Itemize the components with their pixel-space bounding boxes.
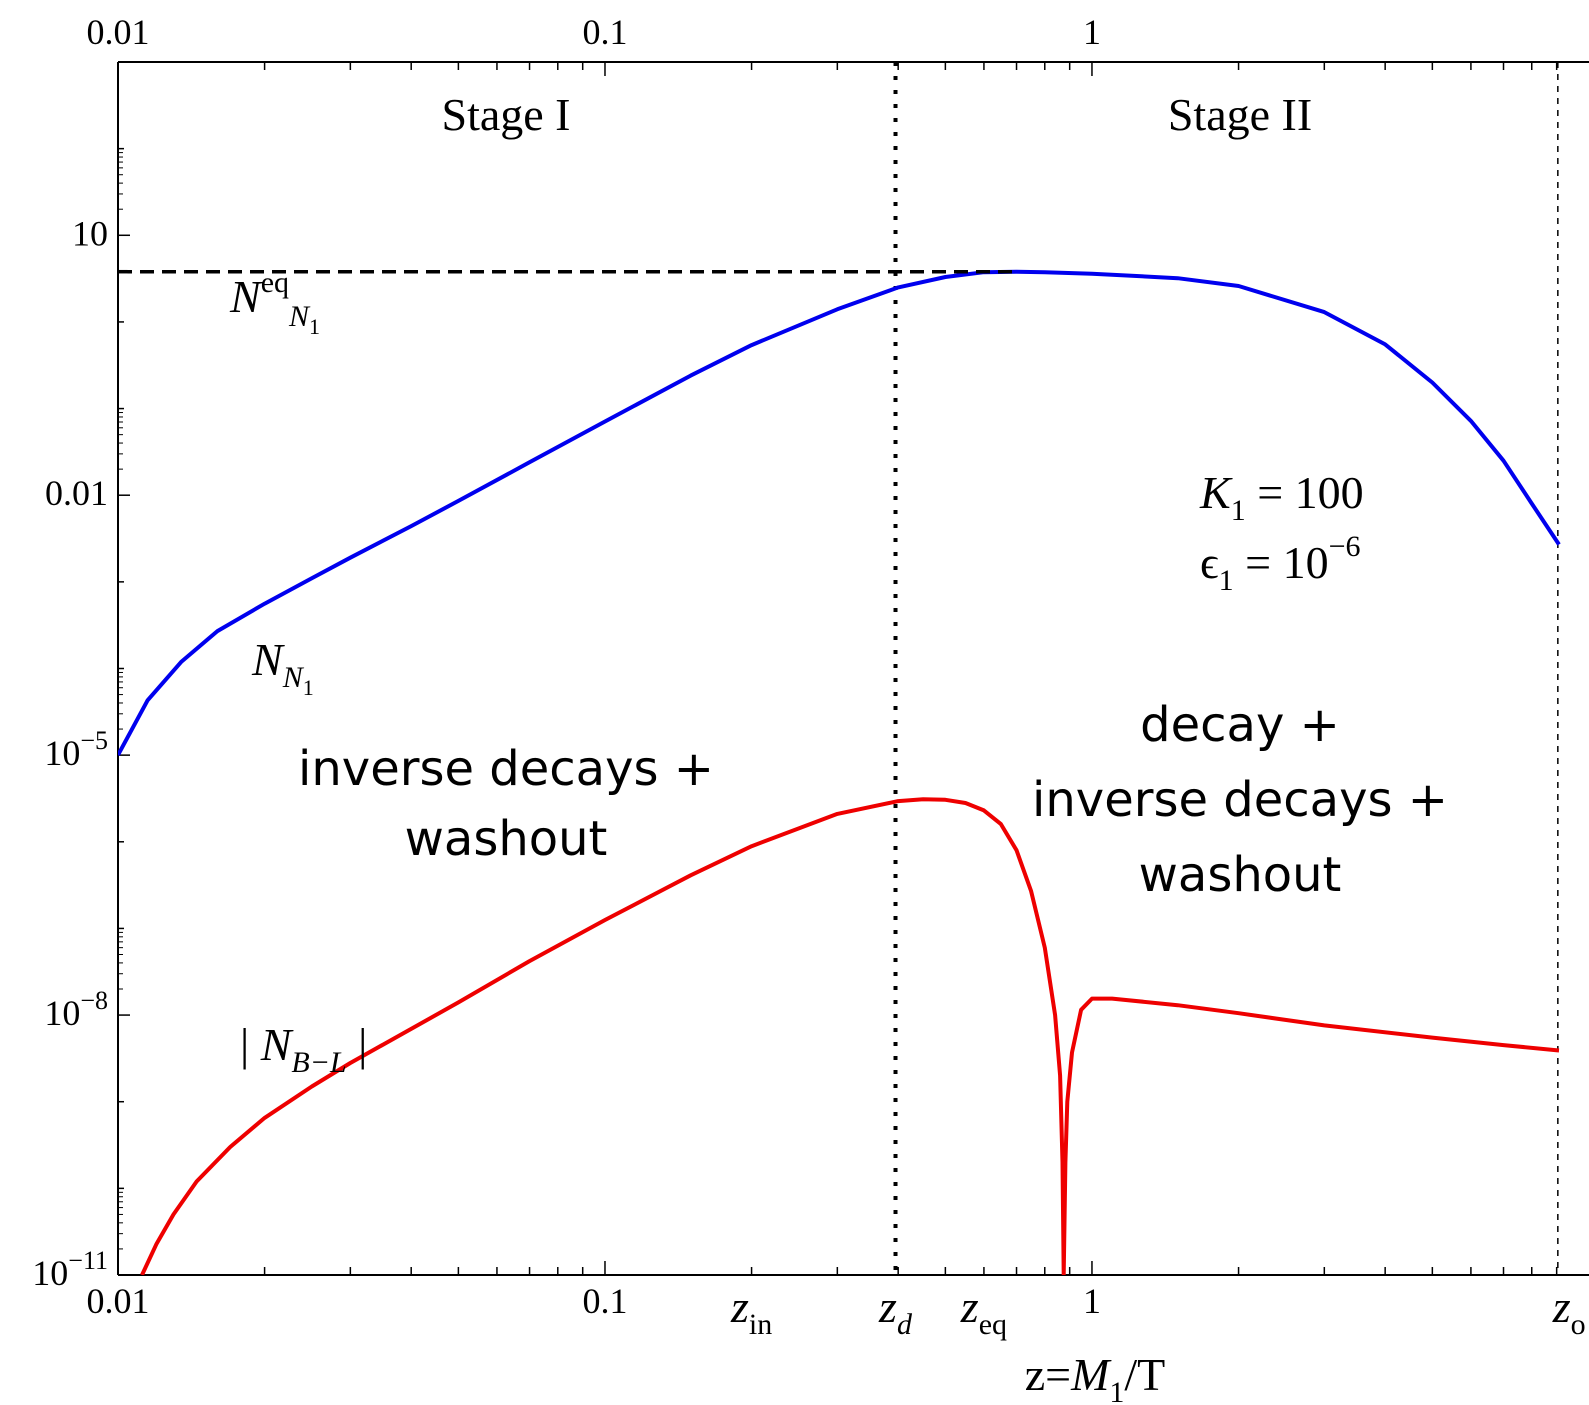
right-process-line-2: inverse decays + [1032,772,1448,828]
y-tick-label: 10−11 [32,1246,108,1293]
left-process-line-1: inverse decays + [298,741,714,797]
label-n-n1: NN1 [251,634,314,700]
y-tick-label: 10−5 [44,726,108,773]
x-tick-label-top: 0.01 [87,12,150,52]
x-mark-z-off: zo [1552,1281,1586,1341]
x-tick-label-bottom: 0.1 [582,1281,627,1321]
right-process-line-3: washout [1139,847,1342,903]
x-mark-z-in: zin [730,1281,772,1341]
right-process-line-1: decay + [1140,697,1340,753]
special-x-marks: zin zd zeq zo [730,1281,1586,1341]
label-n-b-minus-l: | NB−L | [240,1019,367,1079]
series-n-n1 [118,269,1561,757]
x-tick-label-top: 1 [1083,12,1101,52]
label-n-eq-n1: NeqN1 [229,266,320,339]
y-tick-label: 0.01 [45,473,108,513]
data-series [118,269,1561,1275]
param-epsilon1: ϵ1 = 10−6 [1200,530,1361,597]
x-mark-z-d: zd [878,1281,913,1341]
series--n-b-l- [140,797,1560,1275]
x-axis-title: z=M1/T [1025,1349,1166,1405]
reference-lines [893,62,1559,1275]
x-tick-label-top: 0.1 [582,12,627,52]
stage-two-label: Stage II [1168,89,1312,140]
y-tick-label: 10−8 [44,986,108,1033]
x-tick-label-bottom: 0.01 [87,1281,150,1321]
x-tick-label-bottom: 1 [1083,1281,1101,1321]
axis-ticks [117,61,1558,1276]
x-mark-z-eq: zeq [960,1281,1007,1341]
param-k1: K1 = 100 [1199,467,1364,527]
axis-tick-labels: 0.01 0.1 1 0.01 0.1 1 10 0.01 10−5 10−8 10−11 [32,12,1101,1321]
plot-frame [117,61,1589,1276]
left-process-line-2: washout [405,811,608,867]
y-tick-label: 10 [72,213,108,253]
stage-one-label: Stage I [441,89,570,140]
